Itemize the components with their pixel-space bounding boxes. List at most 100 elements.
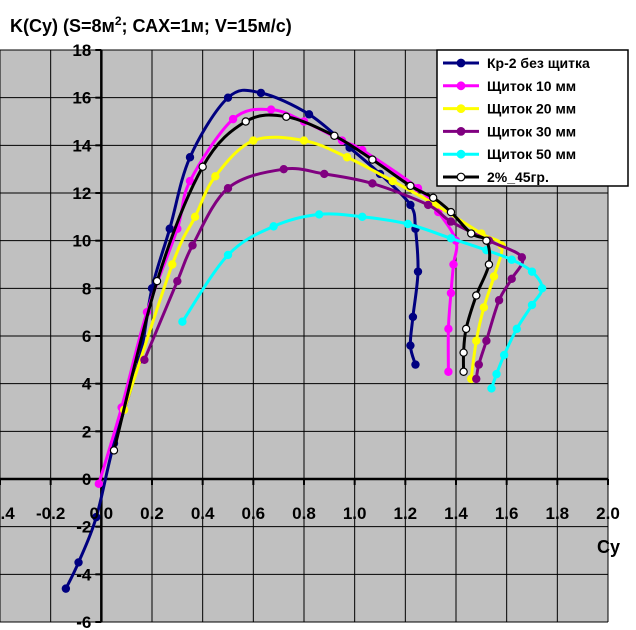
data-point	[330, 131, 339, 140]
data-point	[446, 288, 456, 298]
series	[61, 88, 547, 593]
x-tick-label: -0.4	[0, 504, 15, 523]
data-point	[223, 93, 233, 102]
data-point	[249, 136, 258, 145]
data-point	[368, 155, 377, 164]
data-point	[507, 274, 516, 283]
y-tick-label: -4	[76, 565, 92, 584]
x-axis-label: Cy	[597, 537, 620, 557]
data-point	[61, 584, 71, 593]
series-6	[109, 112, 494, 455]
data-point	[92, 512, 101, 522]
data-point	[467, 229, 476, 238]
data-point	[444, 324, 453, 334]
data-point	[472, 374, 481, 384]
data-point	[429, 193, 438, 202]
data-point	[444, 367, 453, 376]
data-point	[408, 312, 418, 322]
data-point	[446, 234, 456, 243]
data-point	[517, 253, 527, 262]
legend-box	[436, 49, 629, 187]
data-point	[406, 200, 415, 210]
x-tick-label: 2.0	[596, 504, 620, 523]
data-point	[188, 241, 197, 250]
data-point	[484, 260, 494, 269]
data-point	[152, 276, 162, 286]
data-point	[446, 217, 456, 226]
legend-label: Щиток 50 мм	[487, 146, 576, 162]
data-point	[449, 260, 458, 269]
data-point	[479, 303, 489, 312]
legend-item: Щиток 30 мм	[443, 123, 576, 139]
y-tick-label: 0	[82, 470, 91, 489]
data-point	[527, 300, 537, 310]
data-point	[190, 212, 200, 222]
data-point	[74, 558, 83, 567]
series-line	[142, 167, 525, 381]
series-line	[180, 212, 544, 390]
data-point	[223, 184, 233, 193]
x-tick-label: 1.2	[394, 504, 418, 523]
y-tick-label: 4	[82, 375, 92, 394]
data-point	[499, 350, 509, 360]
legend-label: Щиток 30 мм	[487, 123, 576, 139]
data-point	[403, 219, 413, 229]
x-tick-label: 1.8	[546, 504, 570, 523]
data-point	[507, 255, 516, 264]
data-point	[423, 200, 433, 210]
data-point	[299, 136, 309, 145]
legend-label: Кр-2 без щитка	[487, 55, 590, 71]
data-point	[94, 479, 104, 488]
chart-title: K(Cy) (S=8м2; САХ=1м; V=15м/с)	[10, 14, 292, 36]
y-tick-label: 12	[72, 184, 91, 203]
legend-swatch-marker	[456, 104, 466, 113]
data-point	[266, 105, 276, 114]
data-point	[165, 224, 174, 233]
data-point	[446, 207, 456, 217]
data-point	[474, 360, 483, 369]
legend-swatch-marker	[456, 172, 466, 182]
legend-swatch-marker	[456, 58, 466, 68]
data-point	[304, 110, 314, 119]
y-tick-label: 8	[82, 279, 91, 298]
tick-labels: -0.4 -0.2 0.0 0.2 0.4 0.6 0.8 1.0 1.2 1.4 1.6 1.8 2.…	[0, 41, 620, 630]
data-point	[413, 267, 423, 276]
data-point	[406, 341, 415, 350]
legend-item: Щиток 50 мм	[443, 146, 576, 162]
data-point	[406, 181, 415, 191]
data-point	[368, 179, 377, 188]
data-point	[411, 360, 420, 369]
legend-label: Щиток 10 мм	[487, 78, 576, 94]
data-point	[489, 272, 499, 281]
data-point	[223, 250, 233, 260]
data-point	[459, 367, 468, 376]
x-tick-label: 0.0	[90, 504, 114, 523]
data-point	[472, 291, 481, 300]
x-tick-label: 1.6	[495, 504, 519, 523]
legend-item: 2%_45гр.	[443, 169, 549, 185]
data-point	[537, 284, 547, 293]
y-tick-label: 18	[72, 41, 91, 60]
data-point	[241, 117, 250, 126]
legend-label: 2%_45гр.	[487, 169, 549, 185]
y-tick-label: 16	[72, 89, 91, 108]
data-point	[228, 114, 238, 124]
x-tick-label: 1.4	[444, 504, 468, 523]
data-point	[315, 210, 324, 219]
data-point	[198, 162, 207, 171]
legend-item: Кр-2 без щитка	[443, 55, 590, 71]
data-point	[492, 369, 501, 379]
data-point	[320, 169, 329, 179]
data-point	[211, 172, 220, 181]
data-point	[461, 324, 471, 334]
data-point	[269, 222, 278, 231]
x-tick-label: -0.2	[36, 504, 65, 523]
data-point	[487, 384, 496, 393]
y-tick-label: 2	[82, 422, 91, 441]
legend-label: Щиток 20 мм	[487, 101, 576, 117]
series-5	[178, 210, 547, 393]
data-point	[279, 164, 288, 174]
legend-swatch-marker	[456, 81, 466, 91]
y-tick-label: 6	[82, 327, 91, 346]
